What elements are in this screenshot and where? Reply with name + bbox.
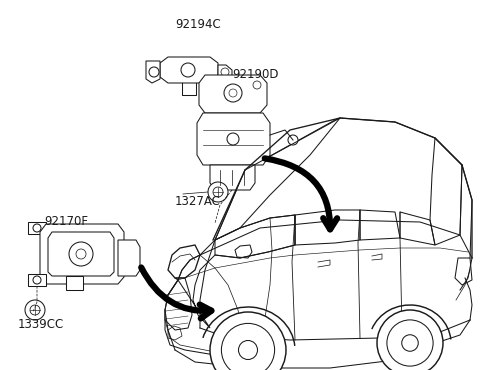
Polygon shape: [160, 57, 218, 83]
Circle shape: [208, 182, 228, 202]
Polygon shape: [48, 232, 114, 276]
Text: 92170F: 92170F: [44, 215, 88, 228]
Polygon shape: [210, 165, 255, 190]
Text: 92190D: 92190D: [232, 68, 278, 81]
Polygon shape: [28, 222, 46, 234]
FancyArrowPatch shape: [265, 158, 337, 229]
Polygon shape: [40, 224, 124, 284]
Circle shape: [288, 135, 298, 145]
Polygon shape: [146, 61, 160, 83]
Text: 1339CC: 1339CC: [18, 318, 64, 331]
Polygon shape: [197, 113, 270, 165]
Polygon shape: [199, 75, 267, 113]
Text: 1327AC: 1327AC: [175, 195, 221, 208]
Text: 92194C: 92194C: [175, 18, 221, 31]
Polygon shape: [118, 240, 140, 276]
Polygon shape: [66, 276, 83, 290]
Circle shape: [210, 312, 286, 370]
Polygon shape: [218, 65, 232, 80]
Circle shape: [377, 310, 443, 370]
Circle shape: [25, 300, 45, 320]
FancyArrowPatch shape: [141, 268, 211, 319]
Polygon shape: [28, 274, 46, 286]
